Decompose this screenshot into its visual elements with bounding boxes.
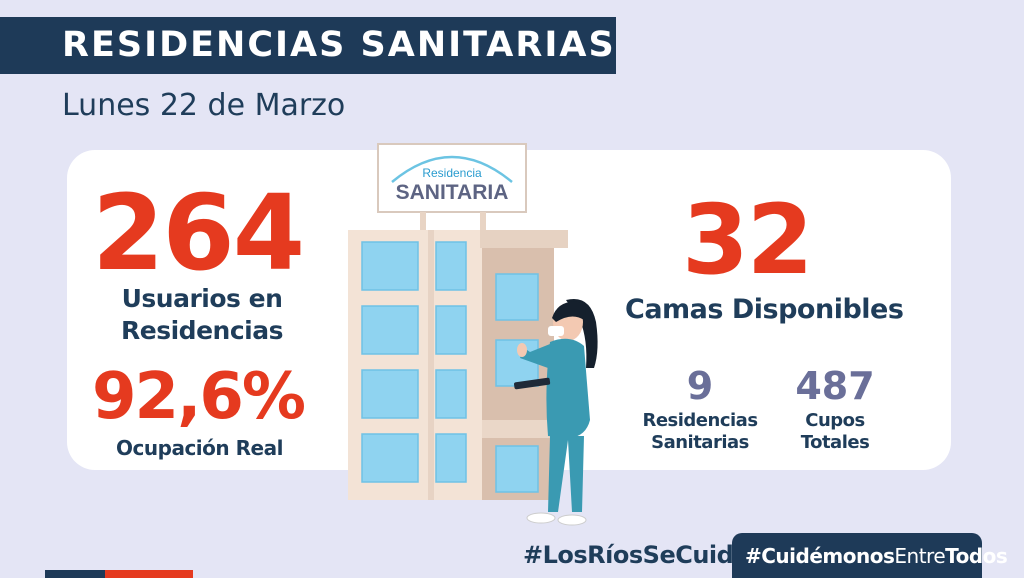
users-value: 264 [92, 172, 305, 294]
users-label-line2: Residencias [121, 316, 283, 345]
flag-stripe-red [105, 570, 193, 578]
sign-line1: Residencia [422, 166, 482, 180]
residences-value: 9 [686, 364, 714, 408]
nurse-figure [514, 298, 598, 526]
capacity-value: 487 [795, 364, 875, 408]
page-title: RESIDENCIAS SANITARIAS [62, 25, 616, 65]
hashtag-part-cuidemonos: #Cuidémonos [745, 544, 895, 568]
residences-label-line1: Residencias [642, 410, 758, 431]
beds-value: 32 [682, 184, 814, 296]
flag-stripe-blue [45, 570, 105, 578]
date-label: Lunes 22 de Marzo [62, 88, 346, 123]
occupancy-value: 92,6% [92, 360, 306, 434]
hashtag-part-entre: Entre [894, 544, 946, 568]
title-banner [0, 17, 616, 74]
hashtag-part-todos: Todos [945, 544, 1008, 568]
capacity-label-line2: Totales [800, 432, 870, 453]
hashtag-pill [732, 533, 982, 578]
residences-label-line2: Sanitarias [651, 432, 749, 453]
sign-line2: SANITARIA [396, 181, 509, 204]
residencia-sign: Residencia SANITARIA [377, 143, 527, 230]
building-illustration: Residencia SANITARIA [348, 143, 598, 526]
capacity-label-line1: Cupos [805, 410, 865, 431]
occupancy-label: Ocupación Real [116, 436, 283, 460]
beds-label: Camas Disponibles [625, 294, 904, 325]
hashtag-los-rios: #LosRíosSeCuida [523, 541, 750, 569]
hashtag-cuidemonos: #CuidémonosEntreTodos [745, 544, 1008, 568]
users-label-line1: Usuarios en [121, 284, 283, 313]
